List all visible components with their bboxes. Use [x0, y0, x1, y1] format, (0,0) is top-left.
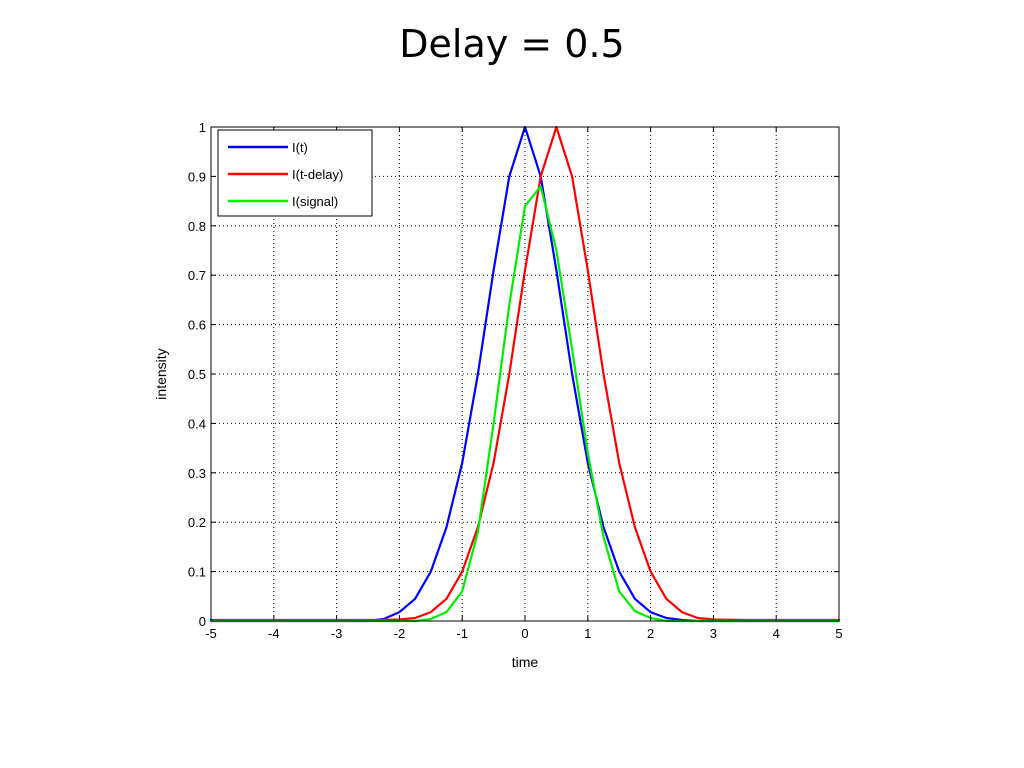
- y-tick-label: 1: [199, 120, 206, 135]
- x-tick-label: -4: [268, 626, 280, 641]
- tick-labels: -5 -4 -3 -2 -1 0 1 2 3 4 5 0 0.1 0.2 0.3 0.4 0.5 0.6 0.7 0.…: [188, 120, 843, 641]
- y-tick-label: 0.4: [188, 416, 206, 431]
- axes-frame: [210, 126, 840, 622]
- x-tick-label: -3: [331, 626, 343, 641]
- y-tick-label: 0.9: [188, 169, 206, 184]
- y-tick-label: 0.3: [188, 466, 206, 481]
- y-tick-label: 0.7: [188, 268, 206, 283]
- y-tick-label: 0.6: [188, 318, 206, 333]
- x-tick-label: 3: [710, 626, 717, 641]
- legend-entry: I(t): [292, 140, 308, 155]
- x-tick-label: 4: [773, 626, 780, 641]
- x-axis-label: time: [512, 654, 539, 670]
- y-tick-label: 0: [199, 614, 206, 629]
- y-axis-label: intensity: [153, 348, 169, 399]
- y-tick-label: 0.1: [188, 565, 206, 580]
- y-tick-label: 0.8: [188, 219, 206, 234]
- x-tick-label: -2: [394, 626, 406, 641]
- x-tick-label: -1: [456, 626, 468, 641]
- x-tick-label: 0: [521, 626, 528, 641]
- legend-entry: I(signal): [292, 194, 338, 209]
- y-tick-label: 0.2: [188, 515, 206, 530]
- legend: I(t) I(t-delay) I(signal): [217, 129, 373, 217]
- slide-title: Delay = 0.5: [399, 22, 625, 66]
- x-tick-label: 5: [835, 626, 842, 641]
- x-tick-label: 2: [647, 626, 654, 641]
- y-tick-label: 0.5: [188, 367, 206, 382]
- x-tick-label: -5: [205, 626, 217, 641]
- legend-entry: I(t-delay): [292, 167, 343, 182]
- x-tick-label: 1: [584, 626, 591, 641]
